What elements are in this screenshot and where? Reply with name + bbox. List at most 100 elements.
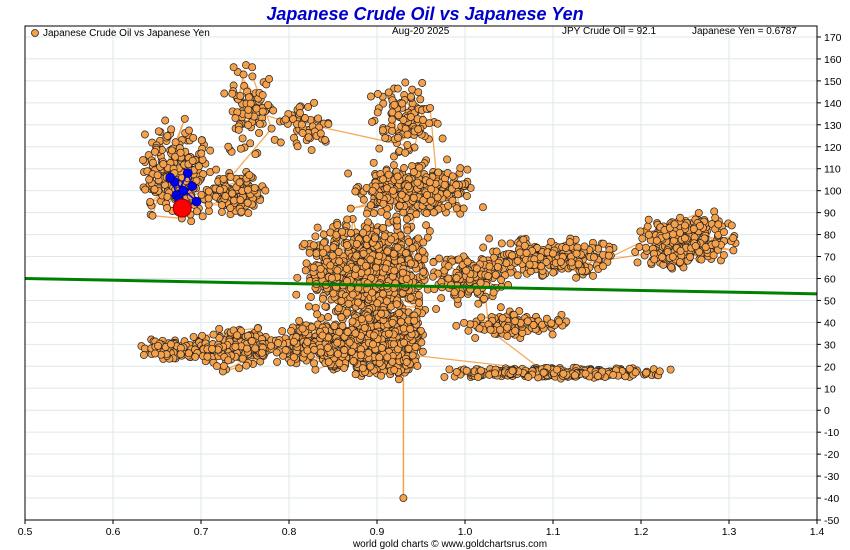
data-point — [251, 344, 260, 353]
data-point — [345, 338, 354, 347]
data-point — [319, 230, 328, 239]
y-tick-label: 100 — [824, 186, 842, 198]
data-point — [333, 349, 342, 358]
data-points — [137, 61, 740, 502]
data-point — [453, 190, 462, 199]
data-point — [378, 126, 387, 135]
data-point — [228, 89, 237, 98]
data-point — [462, 266, 471, 275]
data-point — [432, 304, 441, 313]
data-point — [553, 365, 561, 374]
data-point — [323, 343, 332, 352]
data-point — [412, 210, 421, 219]
data-point — [440, 372, 449, 381]
data-point — [150, 185, 159, 194]
data-point — [242, 344, 251, 353]
data-point — [351, 329, 360, 338]
data-point — [523, 317, 532, 326]
data-point — [316, 348, 325, 357]
data-point — [414, 291, 423, 300]
data-point — [337, 313, 346, 322]
data-point — [212, 165, 221, 174]
data-point — [452, 368, 461, 376]
chart-title: Japanese Crude Oil vs Japanese Yen — [266, 4, 583, 24]
data-point — [548, 330, 557, 339]
data-point — [397, 190, 406, 199]
data-point — [226, 204, 235, 212]
data-point — [366, 92, 375, 101]
y-tick-label: 50 — [824, 295, 836, 307]
data-point — [486, 325, 495, 334]
data-point — [513, 271, 522, 280]
data-point — [265, 75, 274, 83]
data-point — [351, 370, 360, 379]
data-point — [565, 238, 574, 247]
data-point — [329, 289, 338, 298]
data-point — [479, 203, 487, 212]
data-point — [414, 88, 423, 97]
data-point — [452, 321, 461, 330]
data-point — [377, 344, 386, 352]
data-point — [496, 303, 505, 312]
data-point — [413, 361, 422, 370]
data-point — [153, 171, 162, 180]
data-point — [644, 230, 653, 239]
data-point — [404, 237, 413, 246]
data-point — [307, 293, 315, 301]
data-point — [498, 314, 507, 323]
y-tick-label: 130 — [824, 120, 842, 132]
data-point — [212, 362, 221, 371]
data-point — [559, 369, 568, 378]
data-point — [274, 339, 283, 348]
data-point — [321, 302, 330, 311]
data-point — [419, 116, 427, 124]
data-point — [349, 357, 358, 365]
data-point — [258, 91, 267, 100]
data-point — [287, 326, 296, 335]
legend-label: Japanese Crude Oil vs Japanese Yen — [43, 28, 210, 39]
y-tick-label: -40 — [824, 493, 839, 505]
data-point — [676, 213, 685, 222]
data-point — [406, 293, 415, 302]
data-point — [472, 264, 481, 273]
data-point — [406, 259, 415, 268]
data-point — [237, 207, 246, 216]
data-point — [360, 323, 369, 332]
data-point — [366, 255, 375, 264]
data-point — [176, 350, 185, 359]
yen-readout: Japanese Yen = 0.6787 — [692, 26, 797, 37]
data-point — [219, 174, 228, 183]
data-point — [727, 221, 736, 230]
data-point — [729, 234, 738, 243]
data-point — [324, 120, 333, 129]
data-point — [307, 146, 316, 155]
data-point — [342, 264, 351, 273]
data-point — [171, 138, 180, 147]
data-point — [389, 152, 398, 161]
data-point — [681, 221, 689, 230]
data-point — [352, 251, 361, 260]
data-point — [369, 158, 378, 167]
data-point — [397, 317, 406, 326]
data-point — [414, 125, 423, 134]
data-point — [395, 309, 404, 318]
data-point — [296, 109, 304, 117]
y-tick-label: 0 — [824, 405, 830, 417]
data-point — [338, 227, 347, 236]
data-point — [358, 364, 367, 373]
data-point — [185, 126, 193, 135]
data-point — [406, 325, 415, 333]
data-point — [408, 244, 417, 253]
data-point — [281, 346, 290, 355]
data-point — [549, 249, 557, 258]
data-point — [719, 251, 728, 260]
data-point — [163, 192, 172, 201]
data-point — [298, 324, 307, 333]
data-point — [208, 344, 217, 353]
data-point — [184, 349, 193, 358]
data-point — [189, 133, 198, 142]
data-point — [394, 133, 402, 142]
data-point — [379, 175, 387, 184]
data-point — [444, 201, 453, 210]
